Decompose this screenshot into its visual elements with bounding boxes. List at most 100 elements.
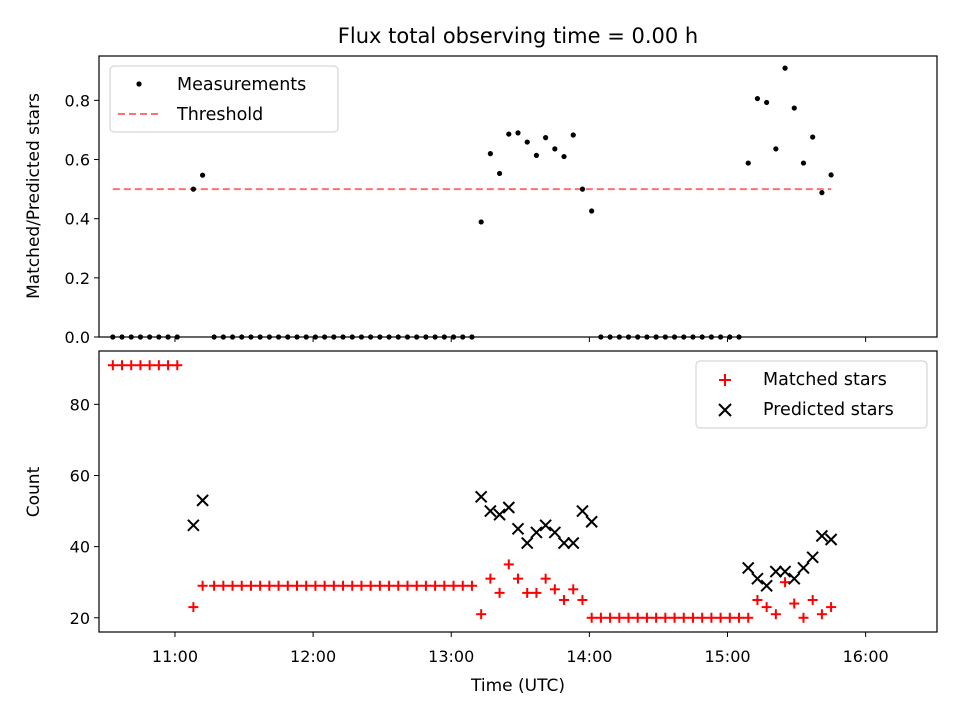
- matched-star-marker: [245, 580, 256, 591]
- matched-star-marker: [107, 360, 118, 371]
- matched-star-marker: [393, 580, 404, 591]
- predicted-star-marker: [760, 579, 773, 592]
- matched-star-marker: [807, 594, 818, 605]
- measurement-point: [800, 160, 807, 166]
- matched-star-marker: [826, 602, 837, 613]
- matched-star-marker: [273, 580, 284, 591]
- matched-star-marker: [577, 594, 588, 605]
- matched-star-marker: [641, 612, 652, 623]
- bottom-y-tick-label: 60: [70, 466, 90, 485]
- matched-star-marker: [595, 612, 606, 623]
- bottom-y-ticks: 20 40 60 80: [70, 395, 99, 628]
- measurement-point: [589, 208, 595, 214]
- matched-star-marker: [448, 580, 459, 591]
- chart-title: Flux total observing time = 0.00 h: [338, 24, 698, 48]
- matched-star-marker: [476, 609, 487, 620]
- top-y-tick-label: 0.8: [65, 91, 90, 110]
- measurement-point: [570, 132, 576, 138]
- measurement-point: [190, 186, 196, 192]
- top-y-tick-label: 0.4: [65, 210, 90, 229]
- measurement-point: [754, 95, 761, 102]
- measurement-point: [819, 190, 825, 196]
- legend-matched-label: Matched stars: [763, 370, 887, 390]
- x-axis-label: Time (UTC): [470, 676, 565, 696]
- predicted-star-marker: [806, 551, 819, 564]
- measurement-point: [745, 160, 751, 166]
- top-panel: 0.00.20.40.60.8 Matched/Predicted stars …: [24, 55, 938, 347]
- matched-star-marker: [651, 612, 662, 623]
- matched-star-marker: [568, 584, 579, 595]
- predicted-star-marker: [502, 501, 515, 514]
- matched-star-marker: [724, 612, 735, 623]
- matched-star-marker: [761, 602, 772, 613]
- bottom-y-tick-label: 80: [70, 395, 90, 414]
- predicted-star-marker: [539, 519, 552, 532]
- predicted-star-marker: [751, 572, 764, 585]
- matched-star-marker: [144, 360, 155, 371]
- predicted-star-marker: [742, 561, 755, 575]
- matched-stars-markers: [107, 360, 837, 623]
- matched-star-marker: [513, 573, 523, 584]
- matched-star-marker: [126, 360, 137, 371]
- bottom-legend: Matched stars Predicted stars: [695, 360, 928, 429]
- matched-star-marker: [153, 360, 164, 371]
- predicted-star-marker: [824, 533, 838, 546]
- matched-star-marker: [789, 598, 800, 609]
- measurement-point: [828, 172, 834, 178]
- matched-star-marker: [632, 612, 643, 623]
- matched-star-marker: [715, 612, 726, 623]
- matched-star-marker: [559, 594, 570, 605]
- bottom-x-tick-label: 11:00: [152, 647, 198, 666]
- legend-predicted-marker: [718, 403, 732, 417]
- matched-star-marker: [218, 580, 229, 591]
- bottom-legend-box: [695, 360, 928, 429]
- predicted-star-marker: [815, 529, 829, 543]
- measurement-point: [478, 219, 484, 225]
- measurement-point: [773, 146, 779, 152]
- matched-star-marker: [310, 580, 321, 591]
- matched-star-marker: [457, 580, 468, 591]
- top-y-tick-label: 0.2: [65, 269, 90, 288]
- matched-star-marker: [697, 612, 708, 623]
- top-legend: Measurements Threshold: [109, 65, 339, 133]
- matched-star-marker: [734, 612, 745, 623]
- predicted-star-marker: [557, 536, 571, 550]
- matched-star-marker: [163, 360, 174, 371]
- matched-star-marker: [255, 580, 266, 591]
- predicted-star-marker: [493, 508, 506, 521]
- top-legend-box: [109, 65, 339, 133]
- matched-star-marker: [347, 580, 358, 591]
- measurement-point: [543, 135, 549, 141]
- bottom-x-tick-label: 14:00: [566, 647, 612, 666]
- matched-star-marker: [678, 612, 689, 623]
- matched-star-marker: [135, 360, 146, 371]
- predicted-star-marker: [585, 515, 598, 528]
- matched-star-marker: [236, 580, 247, 591]
- predicted-star-marker: [511, 522, 525, 536]
- matched-star-marker: [605, 612, 616, 623]
- matched-star-marker: [264, 580, 275, 591]
- matched-star-marker: [780, 577, 791, 588]
- matched-star-marker: [117, 360, 128, 371]
- predicted-star-marker: [548, 526, 562, 539]
- measurement-point: [791, 105, 797, 111]
- predicted-star-marker: [769, 565, 783, 578]
- matched-star-marker: [188, 602, 199, 613]
- matched-star-marker: [365, 580, 376, 591]
- bottom-x-ticks: 11:00 12:00 13:00 14:00 15:00 16:00: [152, 632, 889, 666]
- matched-star-marker: [660, 612, 671, 623]
- matched-star-marker: [374, 580, 385, 591]
- matched-star-marker: [743, 612, 754, 623]
- matched-star-marker: [522, 587, 533, 598]
- matched-star-marker: [586, 612, 597, 623]
- top-axes-frame: [98, 55, 938, 338]
- bottom-y-tick-label: 20: [70, 609, 90, 628]
- matched-star-marker: [227, 580, 238, 591]
- bottom-x-tick-label: 12:00: [290, 647, 336, 666]
- measurement-point: [810, 134, 816, 140]
- matched-star-marker: [752, 594, 763, 605]
- bottom-x-tick-label: 13:00: [428, 647, 474, 666]
- measurement-point: [515, 130, 521, 136]
